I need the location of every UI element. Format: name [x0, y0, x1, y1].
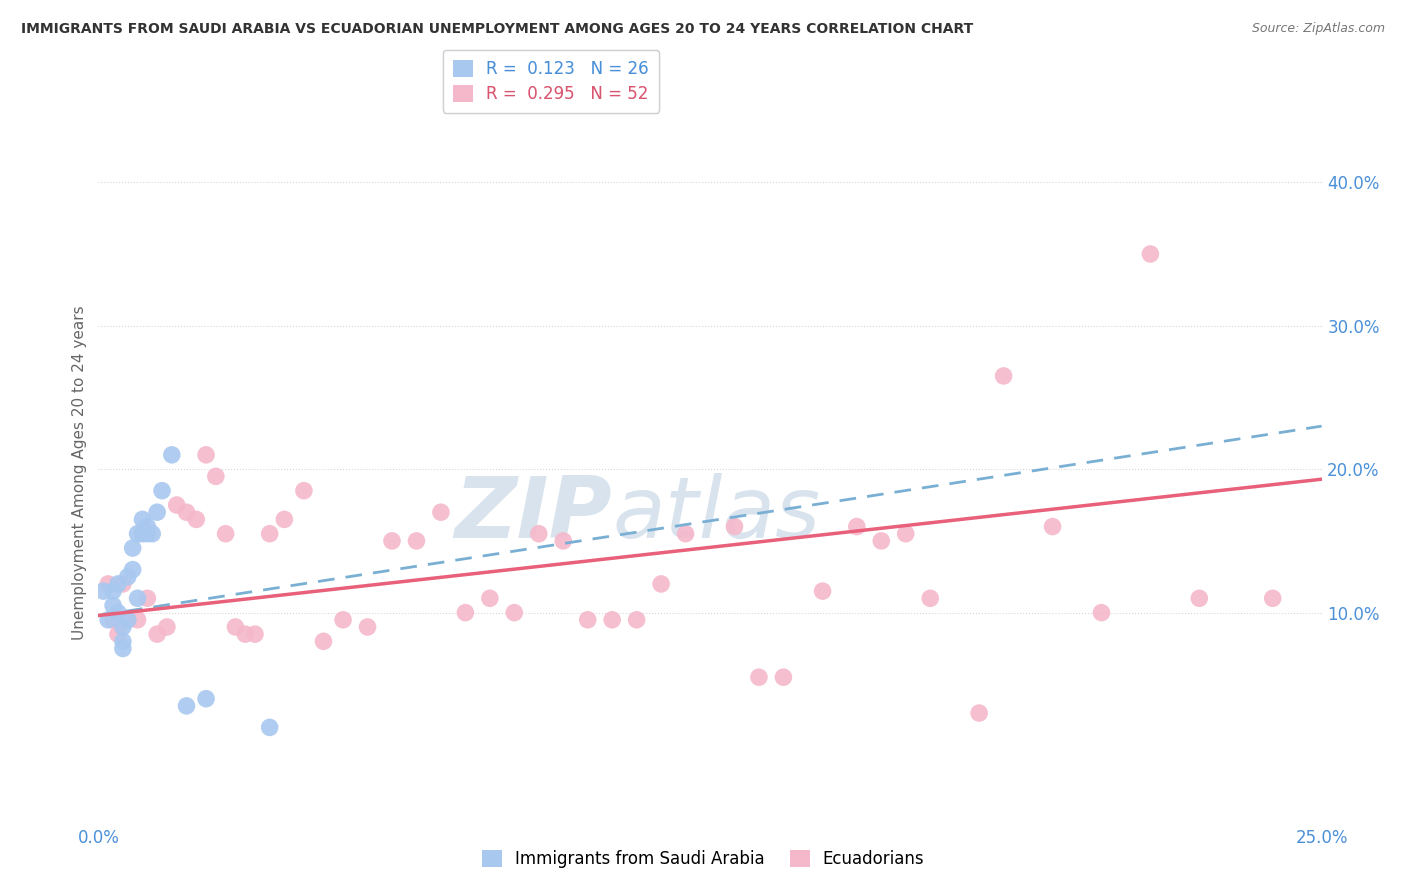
Point [101, 613, 124, 627]
Point [233, 627, 256, 641]
Point [454, 606, 477, 620]
Point [101, 584, 124, 599]
Point [101, 599, 124, 613]
Point [117, 613, 139, 627]
Point [312, 634, 335, 648]
Point [1090, 606, 1112, 620]
Point [136, 519, 159, 533]
Point [131, 512, 153, 526]
Point [224, 620, 246, 634]
Point [121, 541, 143, 555]
Point [332, 613, 354, 627]
Point [127, 613, 149, 627]
Point [748, 670, 770, 684]
Point [1188, 591, 1211, 606]
Point [259, 526, 281, 541]
Point [259, 720, 281, 734]
Point [176, 505, 198, 519]
Point [967, 706, 990, 720]
Point [91, 584, 114, 599]
Point [430, 505, 453, 519]
Point [1042, 519, 1064, 533]
Point [1261, 591, 1284, 606]
Point [195, 448, 218, 462]
Point [626, 613, 648, 627]
Point [107, 627, 129, 641]
Point [870, 533, 893, 548]
Point [117, 613, 139, 627]
Point [381, 533, 404, 548]
Point [136, 591, 159, 606]
Point [205, 469, 228, 483]
Point [356, 620, 378, 634]
Point [195, 691, 218, 706]
Point [150, 483, 173, 498]
Point [675, 526, 697, 541]
Point [600, 613, 623, 627]
Point [107, 606, 129, 620]
Point [156, 620, 179, 634]
Point [478, 591, 501, 606]
Point [503, 606, 526, 620]
Text: ZIP: ZIP [454, 473, 612, 556]
Point [214, 526, 236, 541]
Point [1139, 247, 1161, 261]
Point [160, 448, 183, 462]
Point [136, 526, 159, 541]
Point [121, 563, 143, 577]
Point [527, 526, 550, 541]
Point [166, 498, 188, 512]
Legend: Immigrants from Saudi Arabia, Ecuadorians: Immigrants from Saudi Arabia, Ecuadorian… [475, 843, 931, 875]
Point [117, 570, 139, 584]
Point [176, 698, 198, 713]
Point [141, 526, 163, 541]
Point [243, 627, 266, 641]
Point [111, 577, 134, 591]
Point [127, 591, 149, 606]
Text: IMMIGRANTS FROM SAUDI ARABIA VS ECUADORIAN UNEMPLOYMENT AMONG AGES 20 TO 24 YEAR: IMMIGRANTS FROM SAUDI ARABIA VS ECUADORI… [21, 22, 973, 37]
Point [111, 641, 134, 656]
Y-axis label: Unemployment Among Ages 20 to 24 years: Unemployment Among Ages 20 to 24 years [72, 305, 87, 640]
Point [920, 591, 942, 606]
Point [576, 613, 599, 627]
Point [845, 519, 868, 533]
Point [186, 512, 208, 526]
Point [111, 634, 134, 648]
Point [107, 577, 129, 591]
Point [723, 519, 745, 533]
Point [273, 512, 295, 526]
Point [292, 483, 315, 498]
Point [111, 620, 134, 634]
Point [146, 505, 169, 519]
Point [131, 526, 153, 541]
Point [993, 368, 1015, 383]
Point [894, 526, 917, 541]
Point [553, 533, 575, 548]
Point [97, 613, 120, 627]
Point [97, 577, 120, 591]
Point [405, 533, 427, 548]
Point [127, 526, 149, 541]
Point [650, 577, 672, 591]
Point [772, 670, 794, 684]
Text: Source: ZipAtlas.com: Source: ZipAtlas.com [1251, 22, 1385, 36]
Text: atlas: atlas [612, 473, 820, 556]
Point [811, 584, 834, 599]
Point [146, 627, 169, 641]
Legend: R =  0.123   N = 26, R =  0.295   N = 52: R = 0.123 N = 26, R = 0.295 N = 52 [443, 50, 659, 112]
